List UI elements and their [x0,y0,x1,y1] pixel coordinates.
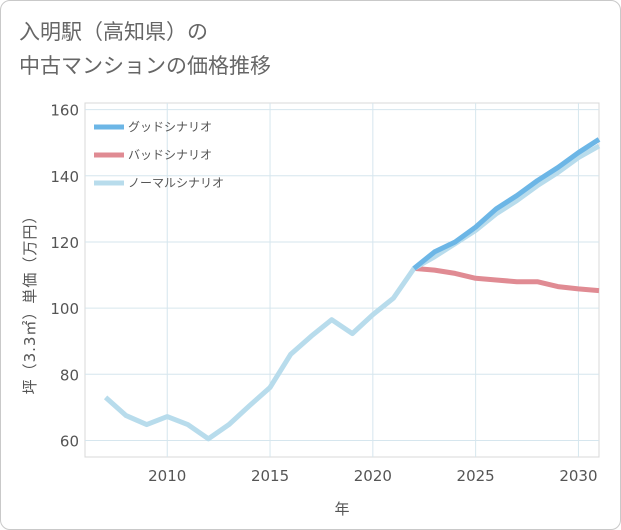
grid-lines [85,103,599,457]
chart-title-line1: 入明駅（高知県）の [19,20,208,44]
x-axis-ticks: 2010 2015 2020 2025 2030 [148,467,597,485]
chart-title-line2: 中古マンションの価格推移 [19,54,271,78]
x-tick-label: 2025 [457,467,495,485]
series-line-1 [413,265,600,294]
legend-label: ノーマルシナリオ [128,176,224,190]
y-tick-label: 160 [50,102,79,120]
x-tick-label: 2010 [148,467,186,485]
series-line-2 [103,143,601,442]
chart-title: 入明駅（高知県）の 中古マンションの価格推移 [19,15,271,83]
y-tick-label: 60 [60,432,79,450]
y-tick-label: 80 [60,366,79,384]
y-tick-label: 120 [50,234,79,252]
y-axis-ticks: 60 80 100 120 140 160 [50,102,79,451]
x-tick-label: 2020 [354,467,392,485]
x-tick-label: 2030 [559,467,597,485]
y-axis-label: 坪（3.3㎡）単価（万円） [21,208,39,395]
legend-label: バッドシナリオ [128,148,212,162]
y-tick-label: 140 [50,168,79,186]
x-axis-label: 年 [334,500,349,518]
legend-label: グッドシナリオ [128,120,212,134]
y-tick-label: 100 [50,300,79,318]
series-line-0 [412,137,601,271]
series-lines [103,137,601,442]
x-tick-label: 2015 [251,467,289,485]
